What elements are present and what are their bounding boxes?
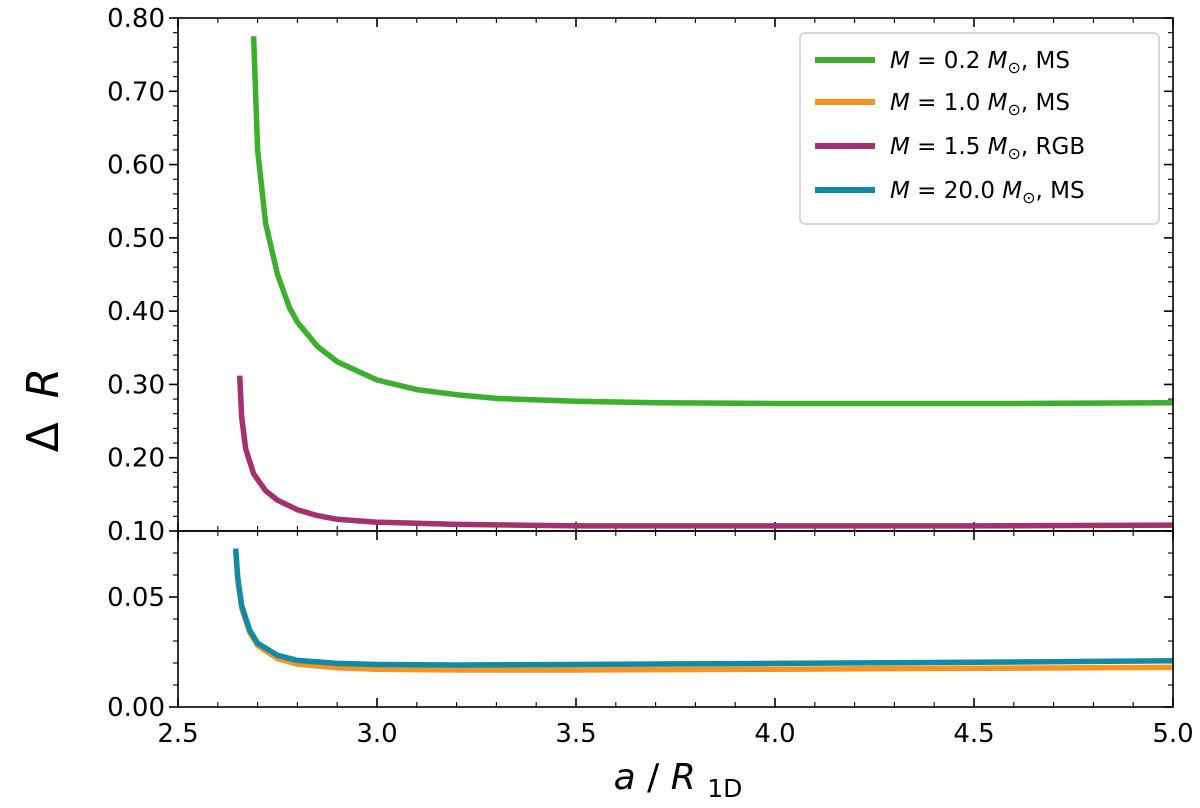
y-tick-label: 0.50: [107, 224, 165, 254]
x-tick-label: 5.0: [1152, 719, 1193, 749]
y-axis-label-delta: Δ: [18, 422, 69, 452]
series-line: [232, 548, 1174, 668]
legend: M = 0.2 M⊙, MS M = 1.0 M⊙, MS M = 1.5 M⊙…: [799, 32, 1160, 225]
y-axis-label: Δ R: [18, 368, 69, 453]
x-tick-label: 3.5: [555, 719, 596, 749]
series-line: [250, 36, 1174, 407]
x-axis-label: a / R 1D: [614, 757, 743, 803]
y-axis-label-var: R: [18, 368, 69, 399]
y-tick-label: 0.60: [107, 151, 165, 181]
series-line: [236, 375, 1174, 529]
legend-entry: M = 1.0 M⊙, MS: [815, 90, 1070, 119]
y-tick-label: 0.30: [107, 370, 165, 400]
legend-entry: M = 20.0 M⊙, MS: [815, 178, 1085, 207]
x-tick-label: 2.5: [157, 719, 198, 749]
series-line: [232, 550, 1174, 673]
y-tick-label: 0.10: [107, 517, 165, 547]
legend-label: M = 0.2 M⊙, MS: [890, 48, 1070, 77]
legend-label: M = 20.0 M⊙, MS: [890, 178, 1085, 207]
x-axis-label-subscript: 1D: [707, 774, 742, 803]
y-tick-label: 0.80: [107, 4, 165, 34]
lower-panel: 0.00 0.05 2.5 3.0 3.5 4.0 4.5 5.0: [107, 530, 1194, 749]
y-tick-label: 0.40: [107, 297, 165, 327]
x-axis-label-var: a: [614, 757, 636, 798]
x-tick-label: 3.0: [356, 719, 397, 749]
plot-frame: [177, 530, 1174, 708]
legend-entry: M = 1.5 M⊙, RGB: [815, 134, 1085, 163]
x-axis-label-base: R: [671, 757, 696, 798]
upper-panel: 0.10 0.20 0.30 0.40 0.50 0.60 0.70 0.80: [107, 4, 1174, 547]
x-axis-label-slash: /: [647, 757, 660, 798]
y-tick-label: 0.70: [107, 77, 165, 107]
x-tick-label: 4.0: [754, 719, 795, 749]
legend-box: [799, 32, 1160, 225]
y-tick-label: 0.00: [107, 693, 165, 723]
legend-entry: M = 0.2 M⊙, MS: [815, 48, 1070, 77]
x-tick-label: 4.5: [953, 719, 994, 749]
legend-label: M = 1.0 M⊙, MS: [890, 90, 1070, 119]
y-tick-label: 0.05: [107, 583, 165, 613]
y-tick-label: 0.20: [107, 444, 165, 474]
legend-label: M = 1.5 M⊙, RGB: [890, 134, 1085, 163]
